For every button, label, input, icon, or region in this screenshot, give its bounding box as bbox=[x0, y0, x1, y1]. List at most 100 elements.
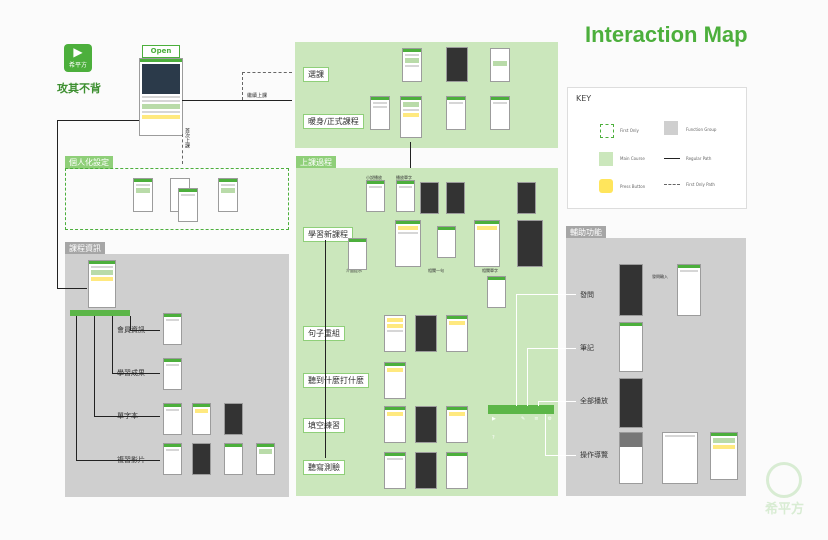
small-label-b: 播放單字 bbox=[396, 175, 412, 180]
screen-ask-1 bbox=[619, 264, 643, 316]
path-line bbox=[76, 460, 160, 461]
logo-text: 希平方 bbox=[68, 62, 87, 69]
continue-label: 繼續上課 bbox=[247, 93, 268, 99]
aux-path bbox=[527, 348, 528, 406]
aux-path bbox=[545, 414, 546, 455]
screen-warmup-3 bbox=[446, 96, 466, 130]
settings-icon[interactable]: ⚙ bbox=[547, 416, 553, 422]
course-select-panel bbox=[295, 42, 558, 148]
screen-vocab-1 bbox=[163, 403, 182, 435]
key-title: KEY bbox=[576, 94, 592, 103]
screen-personal-3 bbox=[178, 188, 198, 222]
path-line bbox=[112, 373, 160, 374]
small-label-c: 介面提示 bbox=[346, 268, 362, 273]
screen-new-9 bbox=[474, 220, 500, 267]
key-press-swatch bbox=[599, 179, 613, 193]
class-node-type: 聽到什麼打什麼 bbox=[303, 373, 369, 388]
aux-path bbox=[527, 348, 576, 349]
screen-review-2 bbox=[192, 443, 211, 475]
screen-guide-1 bbox=[619, 432, 643, 484]
key-first-only-path: First Only Path bbox=[686, 182, 715, 187]
player-toolbar[interactable]: ▶ ✎ ≡ ⚙ ? bbox=[488, 405, 554, 441]
key-main-swatch bbox=[599, 152, 613, 166]
aux-path bbox=[516, 294, 517, 406]
screen-reorder-2 bbox=[415, 315, 437, 352]
screen-vocab-2 bbox=[192, 403, 211, 435]
aux-node-notes: 筆記 bbox=[580, 344, 594, 352]
arrow-line bbox=[410, 142, 411, 168]
warmup-node: 暖身/正式課程 bbox=[303, 114, 364, 129]
screen-new-6 bbox=[348, 238, 367, 270]
screen-dictation-1 bbox=[384, 452, 406, 489]
screen-warmup-2 bbox=[400, 96, 422, 138]
info-tabbar bbox=[70, 310, 130, 316]
watermark-logo-icon bbox=[766, 462, 802, 498]
key-first-only: First Only bbox=[620, 128, 639, 133]
path-line bbox=[57, 120, 139, 121]
in-class-label: 上課過程 bbox=[296, 156, 336, 169]
screen-fill-3 bbox=[446, 406, 468, 443]
screen-new-10 bbox=[517, 220, 543, 267]
small-label-a: 小說播放 bbox=[366, 175, 382, 180]
screen-warmup-1 bbox=[370, 96, 390, 130]
play-icon: ▶ bbox=[73, 45, 83, 59]
path-line bbox=[130, 330, 160, 331]
screen-playall bbox=[619, 378, 643, 428]
screen-ask-2 bbox=[677, 264, 701, 316]
screen-reorder-3 bbox=[446, 315, 468, 352]
help-icon[interactable]: ? bbox=[492, 435, 495, 441]
class-node-dictation: 聽寫測驗 bbox=[303, 460, 345, 475]
class-node-fill: 填空練習 bbox=[303, 418, 345, 433]
key-function-swatch bbox=[664, 121, 678, 135]
aux-path bbox=[545, 455, 576, 456]
select-node: 選課 bbox=[303, 67, 329, 82]
screen-results bbox=[163, 358, 182, 390]
screen-guide-stack bbox=[662, 432, 698, 484]
key-first-only-swatch bbox=[600, 124, 614, 138]
slogan: 攻其不背 bbox=[57, 82, 101, 95]
screen-personal-1 bbox=[133, 178, 153, 212]
dashed-path bbox=[242, 72, 243, 100]
path-line bbox=[76, 316, 77, 461]
legend-key: KEY First Only Function Group Main Cours… bbox=[567, 87, 747, 209]
aux-node-playall: 全部播放 bbox=[580, 397, 608, 405]
key-first-path-swatch bbox=[664, 184, 680, 185]
screen-review-4 bbox=[256, 443, 275, 475]
dashed-path bbox=[242, 72, 292, 73]
course-info-label: 課程資訊 bbox=[65, 242, 105, 255]
page-title: Interaction Map bbox=[585, 22, 748, 47]
screen-select-3 bbox=[490, 48, 510, 82]
play-icon[interactable]: ▶ bbox=[492, 416, 496, 422]
note-icon[interactable]: ✎ bbox=[520, 416, 526, 422]
screen-new-11 bbox=[487, 276, 506, 308]
open-badge: Open bbox=[142, 45, 180, 58]
aux-label: 輔助功能 bbox=[566, 226, 606, 239]
aux-node-guide: 操作導覽 bbox=[580, 451, 608, 459]
screen-review-3 bbox=[224, 443, 243, 475]
path-line bbox=[94, 416, 160, 417]
path-line bbox=[112, 316, 113, 373]
first-label: 首次上課 bbox=[184, 128, 190, 148]
screen-type-1 bbox=[384, 362, 406, 399]
path-line bbox=[57, 120, 58, 288]
path-line bbox=[94, 316, 95, 416]
personal-box bbox=[65, 168, 289, 230]
screen-course-info bbox=[88, 260, 116, 308]
path-line bbox=[57, 288, 87, 289]
screen-new-8 bbox=[437, 226, 456, 258]
dashed-path bbox=[182, 134, 183, 164]
screen-guide-3 bbox=[710, 432, 738, 480]
screen-new-2 bbox=[396, 180, 415, 212]
screen-vocab-3 bbox=[224, 403, 243, 435]
screen-dictation-3 bbox=[446, 452, 468, 489]
screen-member bbox=[163, 313, 182, 345]
screen-personal-4 bbox=[218, 178, 238, 212]
screen-reorder-1 bbox=[384, 315, 406, 352]
list-icon[interactable]: ≡ bbox=[534, 416, 539, 422]
home-screen bbox=[139, 58, 183, 136]
screen-new-4 bbox=[446, 182, 465, 214]
screen-new-5 bbox=[517, 182, 536, 214]
flow-line bbox=[325, 240, 326, 458]
personal-label: 個人化設定 bbox=[65, 156, 113, 169]
screen-new-7 bbox=[395, 220, 421, 267]
